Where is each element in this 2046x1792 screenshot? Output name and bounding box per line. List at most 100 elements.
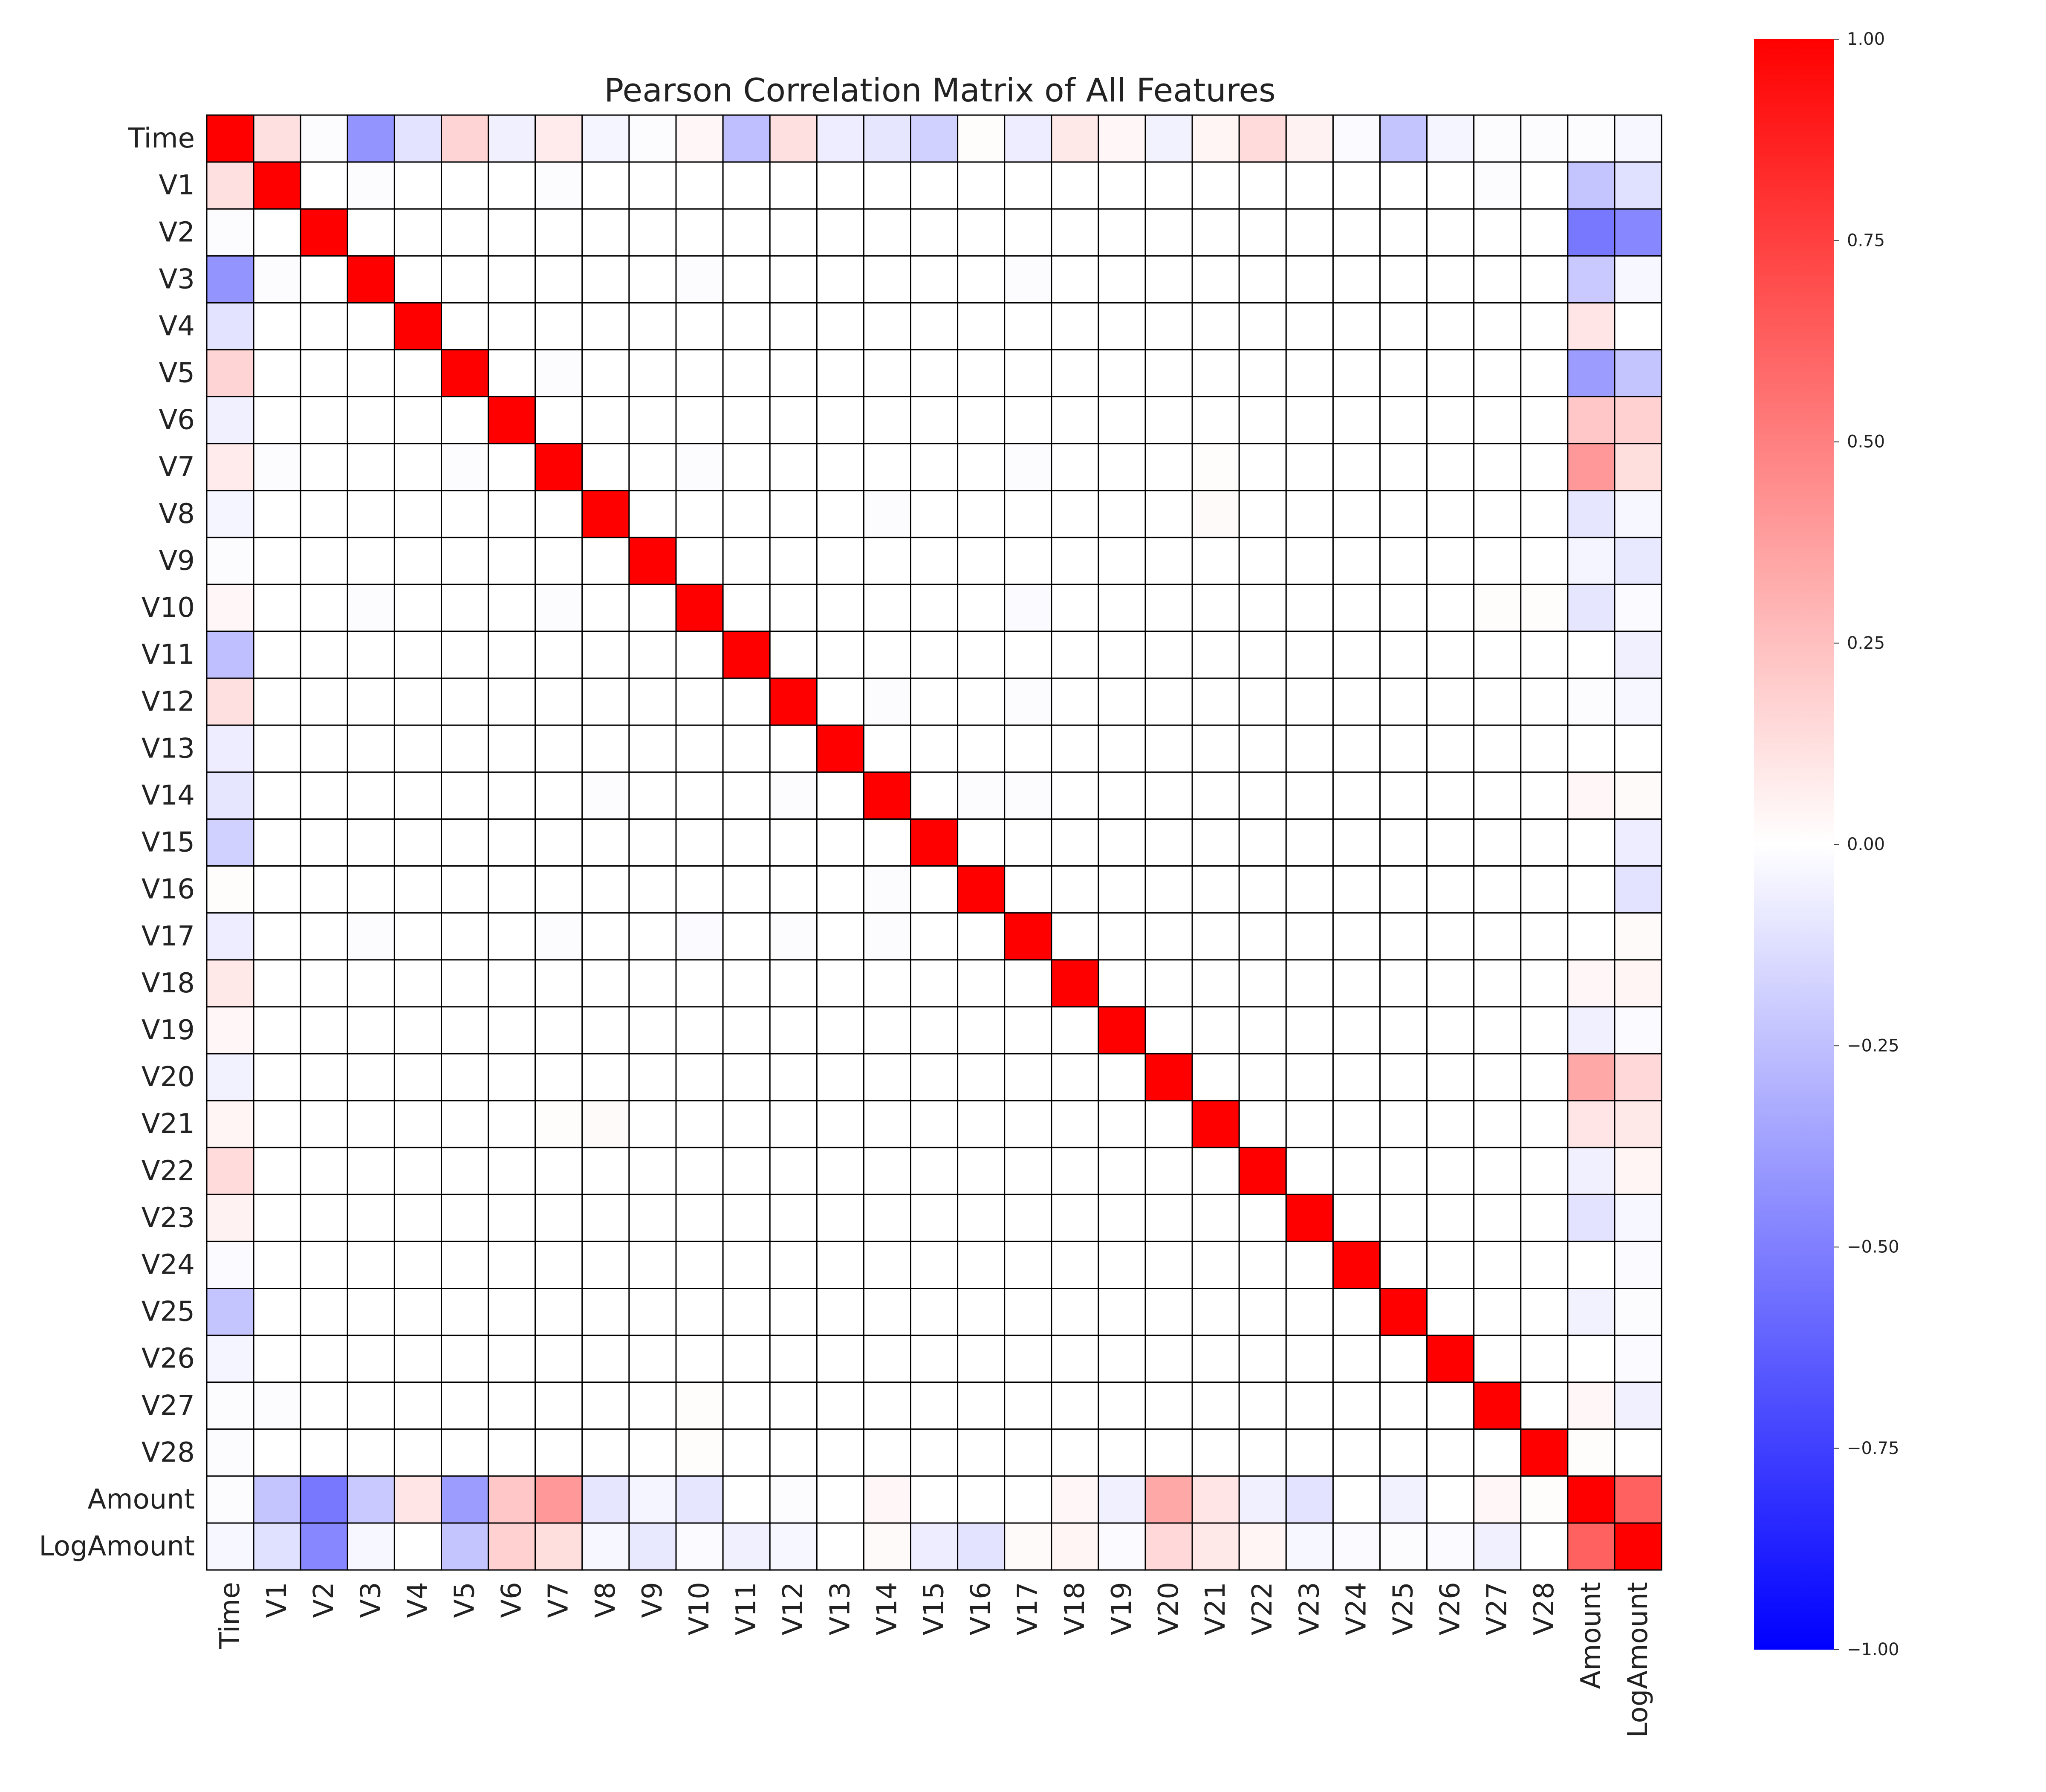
heatmap-cell-V20-V27 bbox=[1473, 1053, 1522, 1101]
heatmap-cell-V21-V3 bbox=[347, 1100, 395, 1148]
heatmap-cell-V27-V24 bbox=[1332, 1382, 1381, 1430]
heatmap-cell-V23-V6 bbox=[488, 1194, 536, 1242]
heatmap-cell-V27-V28 bbox=[1520, 1382, 1569, 1430]
heatmap-cell-V15-V10 bbox=[675, 818, 724, 867]
heatmap-cell-LogAmount-V26 bbox=[1426, 1522, 1475, 1571]
column-label-V18: V18 bbox=[1059, 1582, 1091, 1635]
heatmap-cell-V2-V27 bbox=[1473, 208, 1522, 257]
heatmap-cell-V23-LogAmount bbox=[1614, 1194, 1662, 1242]
heatmap-cell-V15-V26 bbox=[1426, 818, 1475, 867]
heatmap-cell-V22-V16 bbox=[957, 1147, 1006, 1195]
heatmap-cell-V28-V12 bbox=[769, 1428, 818, 1477]
heatmap-cell-V27-V12 bbox=[769, 1382, 818, 1430]
heatmap-cell-V18-V3 bbox=[347, 959, 395, 1008]
heatmap-cell-V14-V7 bbox=[535, 771, 583, 820]
heatmap-cell-V14-V28 bbox=[1520, 771, 1569, 820]
heatmap-cell-V6-V22 bbox=[1238, 396, 1287, 445]
heatmap-cell-V8-V26 bbox=[1426, 490, 1475, 538]
heatmap-cell-V19-V3 bbox=[347, 1006, 395, 1055]
heatmap-cell-V12-V15 bbox=[910, 677, 959, 726]
heatmap-cell-V1-V6 bbox=[488, 161, 536, 210]
heatmap-cell-V12-V20 bbox=[1144, 677, 1193, 726]
heatmap-cell-V15-Amount bbox=[1567, 818, 1615, 867]
heatmap-cell-V12-V14 bbox=[863, 677, 912, 726]
heatmap-cell-V15-V18 bbox=[1051, 818, 1099, 867]
column-label-V8: V8 bbox=[590, 1582, 621, 1618]
heatmap-cell-V1-Time bbox=[206, 161, 254, 210]
heatmap-cell-V23-V10 bbox=[675, 1194, 724, 1242]
heatmap-cell-V9-V17 bbox=[1004, 537, 1052, 585]
heatmap-cell-V17-V24 bbox=[1332, 912, 1381, 961]
heatmap-cell-V16-V8 bbox=[581, 865, 630, 914]
heatmap-cell-V10-V26 bbox=[1426, 584, 1475, 632]
heatmap-cell-V26-V25 bbox=[1379, 1335, 1428, 1383]
heatmap-cell-V6-V24 bbox=[1332, 396, 1381, 445]
heatmap-cell-V6-V14 bbox=[863, 396, 912, 445]
heatmap-cell-V24-V22 bbox=[1238, 1240, 1287, 1289]
heatmap-cell-V6-V18 bbox=[1051, 396, 1099, 445]
heatmap-cell-V6-V21 bbox=[1191, 396, 1240, 445]
heatmap-cell-V19-V9 bbox=[628, 1006, 677, 1055]
heatmap-cell-V13-V17 bbox=[1004, 724, 1052, 773]
heatmap-cell-V9-V12 bbox=[769, 537, 818, 585]
heatmap-cell-V20-V28 bbox=[1520, 1053, 1569, 1101]
heatmap-cell-V1-V5 bbox=[441, 161, 489, 210]
heatmap-cell-V5-V7 bbox=[535, 349, 583, 398]
heatmap-cell-V11-V6 bbox=[488, 630, 536, 679]
heatmap-cell-V21-V5 bbox=[441, 1100, 489, 1148]
heatmap-cell-Amount-V7 bbox=[535, 1475, 583, 1524]
row-tick-labels: Time V1 V2 V3 V4 V5 V6 V7 V8 V9 V10 V11 V12 V13 V14 V15… bbox=[39, 123, 195, 1562]
heatmap-cell-V19-V2 bbox=[300, 1006, 348, 1055]
heatmap-cell-V23-V25 bbox=[1379, 1194, 1428, 1242]
heatmap-cell-V1-V16 bbox=[957, 161, 1006, 210]
heatmap-cell-V13-V14 bbox=[863, 724, 912, 773]
heatmap-cell-V15-V25 bbox=[1379, 818, 1428, 867]
heatmap-cell-V26-V24 bbox=[1332, 1335, 1381, 1383]
heatmap-cell-Amount-V4 bbox=[393, 1475, 442, 1524]
heatmap-cell-V10-V28 bbox=[1520, 584, 1569, 632]
heatmap-cell-LogAmount-V20 bbox=[1144, 1522, 1193, 1571]
heatmap-cell-V14-V17 bbox=[1004, 771, 1052, 820]
heatmap-cell-V23-V22 bbox=[1238, 1194, 1287, 1242]
heatmap-cell-V8-V4 bbox=[393, 490, 442, 538]
heatmap-cell-V14-V1 bbox=[253, 771, 301, 820]
column-label-V12: V12 bbox=[777, 1582, 809, 1635]
column-label-V11: V11 bbox=[731, 1582, 762, 1635]
heatmap-cell-V26-V6 bbox=[488, 1335, 536, 1383]
colorbar-tick-label: 0.25 bbox=[1847, 633, 1885, 653]
heatmap-cell-V15-V13 bbox=[816, 818, 864, 867]
heatmap-cell-V23-V28 bbox=[1520, 1194, 1569, 1242]
heatmap-cell-V11-V5 bbox=[441, 630, 489, 679]
heatmap-cell-V11-V20 bbox=[1144, 630, 1193, 679]
heatmap-cell-V8-V21 bbox=[1191, 490, 1240, 538]
heatmap-cell-V8-V7 bbox=[535, 490, 583, 538]
heatmap-cell-V22-V11 bbox=[722, 1147, 771, 1195]
heatmap-cell-V18-V21 bbox=[1191, 959, 1240, 1008]
heatmap-cell-LogAmount-V24 bbox=[1332, 1522, 1381, 1571]
heatmap-cell-V7-V10 bbox=[675, 443, 724, 491]
heatmap-cell-V26-V21 bbox=[1191, 1335, 1240, 1383]
heatmap-cell-V17-V25 bbox=[1379, 912, 1428, 961]
heatmap-cell-V6-Time bbox=[206, 396, 254, 445]
heatmap-cell-V4-Amount bbox=[1567, 302, 1615, 351]
heatmap-cell-V5-V28 bbox=[1520, 349, 1569, 398]
heatmap-cell-V20-V21 bbox=[1191, 1053, 1240, 1101]
heatmap-cell-V2-LogAmount bbox=[1614, 208, 1662, 257]
heatmap-cell-V27-V25 bbox=[1379, 1382, 1428, 1430]
heatmap-cell-V14-Time bbox=[206, 771, 254, 820]
heatmap-cell-V4-V16 bbox=[957, 302, 1006, 351]
heatmap-cell-V13-V22 bbox=[1238, 724, 1287, 773]
heatmap-cell-V8-V11 bbox=[722, 490, 771, 538]
heatmap-cell-V23-V26 bbox=[1426, 1194, 1475, 1242]
heatmap-cell-V6-V12 bbox=[769, 396, 818, 445]
heatmap-cell-V28-V6 bbox=[488, 1428, 536, 1477]
heatmap-cell-LogAmount-V28 bbox=[1520, 1522, 1569, 1571]
heatmap-cell-V17-V16 bbox=[957, 912, 1006, 961]
heatmap-cell-V9-V16 bbox=[957, 537, 1006, 585]
heatmap-cell-V25-V5 bbox=[441, 1288, 489, 1336]
heatmap-cell-V28-V27 bbox=[1473, 1428, 1522, 1477]
row-label-V3: V3 bbox=[159, 263, 195, 295]
heatmap-cell-V9-V10 bbox=[675, 537, 724, 585]
heatmap-cell-V27-V1 bbox=[253, 1382, 301, 1430]
heatmap-cell-V8-V14 bbox=[863, 490, 912, 538]
